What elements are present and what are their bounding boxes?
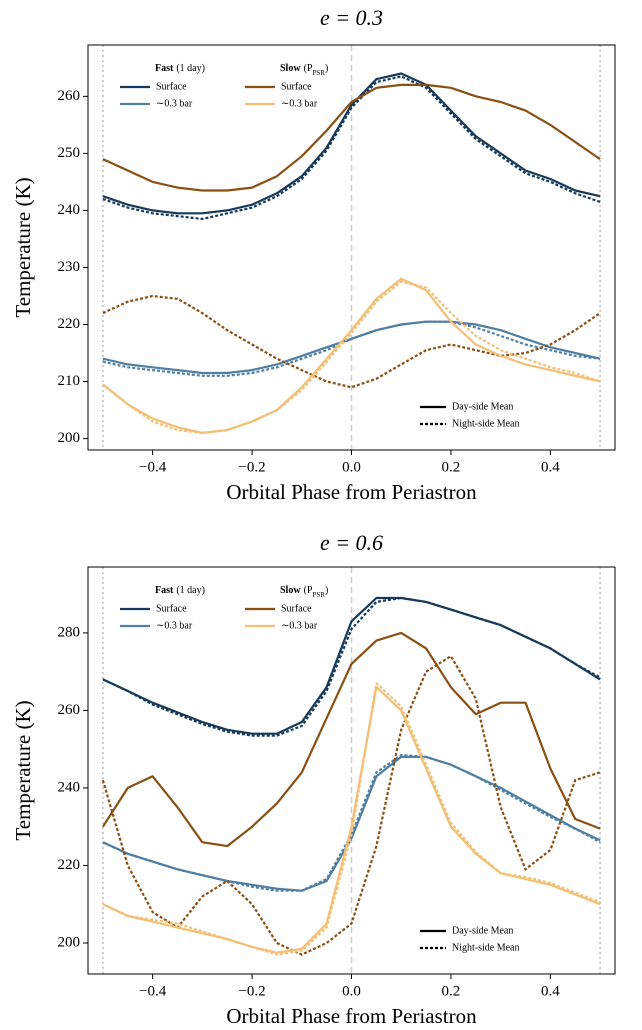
plot-frame <box>87 566 616 975</box>
x-tick-label: 0.2 <box>442 983 461 999</box>
legend-group-name: Slow <box>280 585 301 596</box>
night-line <box>102 75 601 221</box>
y-tick-label: 260 <box>58 702 81 718</box>
night-line <box>102 596 601 737</box>
legend-group-note: ) <box>325 585 328 596</box>
legend-label: ∼0.3 bar <box>156 620 193 631</box>
x-tick-label: −0.4 <box>139 459 167 475</box>
legend-group-note: PSR <box>312 591 325 599</box>
x-tick-label: −0.2 <box>238 459 265 475</box>
y-axis-label: Temperature (K) <box>11 177 35 317</box>
y-tick-label: 220 <box>58 857 81 873</box>
y-tick-label: 280 <box>58 624 81 640</box>
x-tick-label: 0.4 <box>541 983 560 999</box>
legend-group-note: (P <box>304 63 313 74</box>
night-line <box>102 280 601 434</box>
night-line <box>102 753 601 892</box>
y-tick-label: 200 <box>58 934 81 950</box>
y-tick-label: 240 <box>58 779 81 795</box>
legend-group-note: ) <box>325 63 328 74</box>
legend-label: Surface <box>156 603 187 614</box>
y-tick-label: 240 <box>58 202 81 218</box>
legend-style-label: Night-side Mean <box>452 418 520 429</box>
x-tick-label: 0.4 <box>541 459 560 475</box>
legend-group-note: (P <box>304 585 313 596</box>
legend-group-name: Fast <box>155 63 174 74</box>
legend-label: Surface <box>281 603 312 614</box>
legend-label: ∼0.3 bar <box>281 620 318 631</box>
day-line <box>102 83 601 192</box>
day-line <box>102 686 601 954</box>
legend-label: ∼0.3 bar <box>281 98 318 109</box>
x-tick-label: 0.2 <box>442 459 461 475</box>
chart-title: e = 0.3 <box>320 5 383 30</box>
x-axis-label: Orbital Phase from Periastron <box>226 480 477 504</box>
legend-style-label: Day-side Mean <box>452 401 513 412</box>
x-tick-label: −0.4 <box>139 983 167 999</box>
day-line <box>102 755 601 892</box>
night-line <box>102 294 601 389</box>
night-line <box>101 655 601 956</box>
x-tick-label: −0.2 <box>238 983 265 999</box>
legend-label: ∼0.3 bar <box>156 98 193 109</box>
y-tick-label: 210 <box>58 373 81 389</box>
legend-group-note: (1 day) <box>176 63 205 74</box>
legend-style-label: Night-side Mean <box>452 942 520 953</box>
chart-title: e = 0.6 <box>320 530 383 555</box>
y-axis-label: Temperature (K) <box>11 700 35 840</box>
y-tick-label: 250 <box>58 145 81 161</box>
plot-frame <box>87 44 616 451</box>
legend-group-title: Fast (1 day) <box>155 63 205 74</box>
y-tick-label: 200 <box>58 430 81 446</box>
y-tick-label: 230 <box>58 259 81 275</box>
legend-group-title: Fast (1 day) <box>155 585 205 596</box>
legend-group-name: Fast <box>155 585 174 596</box>
y-tick-label: 260 <box>58 88 81 104</box>
legend-style-label: Day-side Mean <box>452 925 513 936</box>
day-line <box>101 631 601 848</box>
day-line <box>102 277 601 434</box>
x-tick-label: 0.0 <box>342 459 361 475</box>
legend-group-name: Slow <box>280 63 301 74</box>
night-line <box>102 682 601 956</box>
day-line <box>102 72 601 215</box>
x-axis-label: Orbital Phase from Periastron <box>226 1004 477 1028</box>
legend-group-title: Slow (PPSR) <box>280 63 328 76</box>
x-tick-label: 0.0 <box>342 983 361 999</box>
legend-group-title: Slow (PPSR) <box>280 585 328 598</box>
legend-group-note: (1 day) <box>176 585 205 596</box>
night-line <box>102 320 601 377</box>
y-tick-label: 220 <box>58 316 81 332</box>
legend-label: Surface <box>281 81 312 92</box>
legend-label: Surface <box>156 81 187 92</box>
legend-group-note: PSR <box>312 69 325 77</box>
